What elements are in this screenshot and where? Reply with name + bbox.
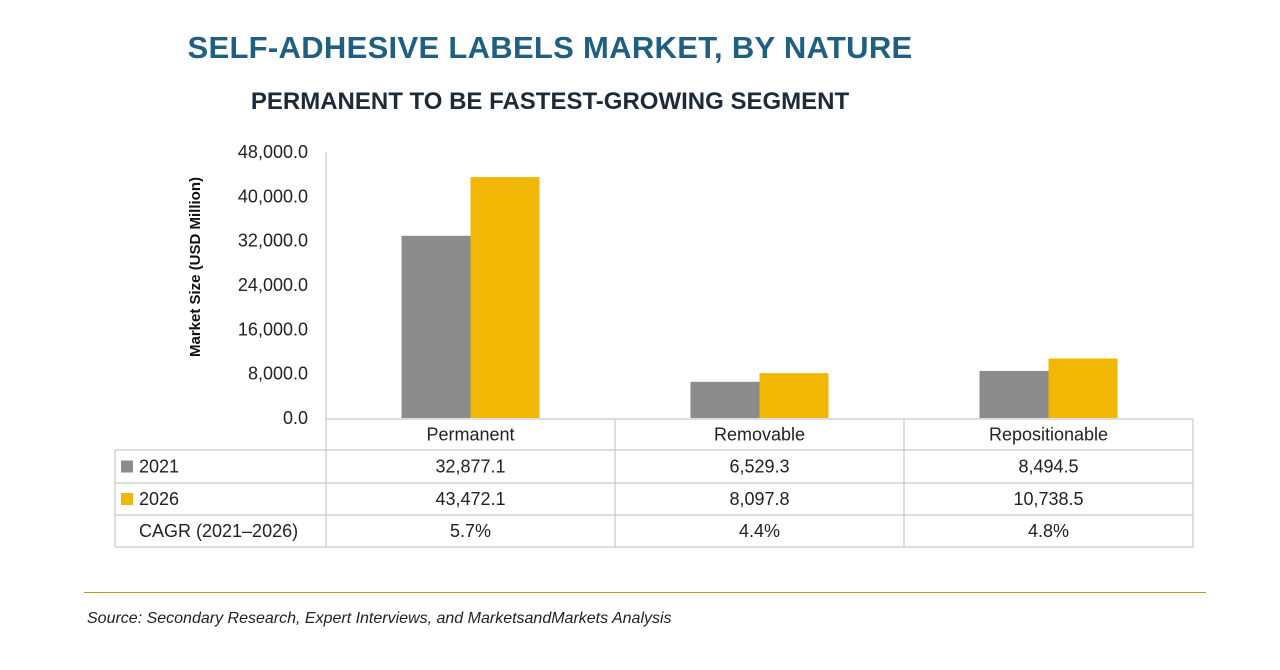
bar-removable-2021 (690, 381, 760, 418)
data-label-2021: 6,529.3 (729, 457, 789, 477)
bar-repositionable-2021 (979, 370, 1049, 418)
chart-subtitle: PERMANENT TO BE FASTEST-GROWING SEGMENT (250, 88, 850, 115)
cagr-row-label: CAGR (2021–2026) (139, 521, 298, 541)
legend-swatch-2026 (121, 493, 133, 505)
y-tick-label: 32,000.0 (238, 231, 308, 251)
footer-divider (84, 592, 1206, 593)
y-tick-label: 24,000.0 (238, 275, 308, 295)
y-tick-label: 8,000.0 (248, 364, 308, 384)
y-tick-label: 16,000.0 (238, 319, 308, 339)
bar-permanent-2021 (401, 235, 471, 418)
bar-chart: 0.0 8,000.0 16,000.0 24,000.0 32,000.0 40,000… (114, 142, 1194, 548)
y-tick-label: 0.0 (283, 408, 308, 428)
data-label-2021: 32,877.1 (435, 457, 505, 477)
cagr-value: 5.7% (450, 521, 491, 541)
y-axis-label: Market Size (USD Million) (187, 177, 204, 357)
data-label-2026: 8,097.8 (729, 489, 789, 509)
legend-label-2026: 2026 (139, 489, 179, 509)
data-label-2026: 10,738.5 (1013, 489, 1083, 509)
cagr-value: 4.4% (739, 521, 780, 541)
data-label-2026: 43,472.1 (435, 489, 505, 509)
category-label: Removable (714, 425, 805, 445)
y-tick-label: 48,000.0 (238, 142, 308, 162)
source-note: Source: Secondary Research, Expert Inter… (87, 610, 672, 627)
data-label-2021: 8,494.5 (1018, 457, 1078, 477)
bar-repositionable-2026 (1048, 358, 1118, 418)
bar-removable-2026 (759, 373, 829, 418)
legend-label-2021: 2021 (139, 457, 179, 477)
legend-swatch-2021 (121, 460, 133, 473)
cagr-value: 4.8% (1028, 521, 1069, 541)
chart-title: SELF-ADHESIVE LABELS MARKET, BY NATURE (187, 30, 913, 65)
y-tick-label: 40,000.0 (238, 186, 308, 206)
category-label: Permanent (426, 425, 514, 445)
category-label: Repositionable (989, 425, 1108, 445)
bar-permanent-2026 (470, 177, 540, 418)
